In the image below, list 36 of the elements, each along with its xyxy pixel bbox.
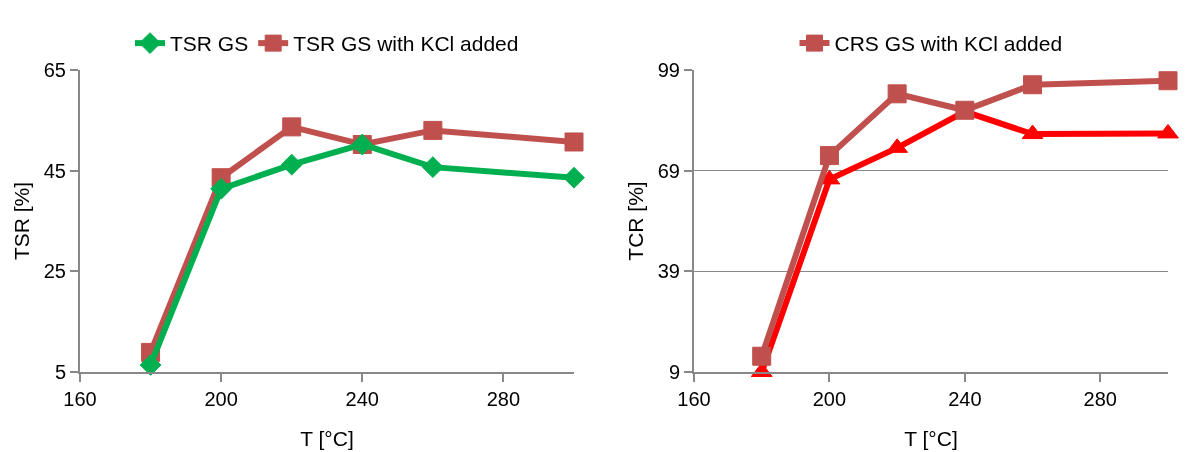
y-tick-label: 45 xyxy=(43,159,66,182)
point xyxy=(139,354,162,376)
point xyxy=(1157,123,1179,139)
legend-label: TSR GS with KCl added xyxy=(293,32,519,56)
point xyxy=(819,146,839,166)
point xyxy=(210,177,233,200)
x-tick-label: 160 xyxy=(677,388,711,410)
x-tick-label: 280 xyxy=(486,388,521,410)
point xyxy=(423,120,443,140)
point xyxy=(421,156,444,179)
point xyxy=(280,153,303,176)
y-axis-title: TCR [%] xyxy=(624,181,648,261)
x-tick-label: 240 xyxy=(345,388,379,410)
x-tick-label: 200 xyxy=(204,388,238,410)
point xyxy=(282,117,302,137)
x-tick-label: 280 xyxy=(1083,388,1117,410)
point xyxy=(1158,71,1178,91)
y-tick-label: 9 xyxy=(668,361,680,383)
point xyxy=(563,166,585,189)
y-tick-label: 65 xyxy=(43,59,66,81)
y-tick-label: 39 xyxy=(657,260,680,283)
x-axis-title: T [°C] xyxy=(904,427,958,450)
legend-label: CRS GS with KCl added xyxy=(834,32,1063,56)
point xyxy=(887,84,907,104)
x-tick-label: 160 xyxy=(63,388,97,410)
y-tick-label: 99 xyxy=(657,59,680,81)
legend-label: TSR GS xyxy=(170,32,249,56)
x-axis-title: T [°C] xyxy=(300,427,354,450)
y-tick-label: 5 xyxy=(54,361,66,383)
y-axis-title: TSR [%] xyxy=(10,181,34,261)
point xyxy=(1023,75,1043,95)
x-tick-label: 240 xyxy=(948,388,982,410)
y-tick-label: 69 xyxy=(657,159,680,182)
y-tick-label: 25 xyxy=(43,260,66,283)
x-tick-label: 200 xyxy=(812,388,847,410)
point xyxy=(564,132,584,152)
